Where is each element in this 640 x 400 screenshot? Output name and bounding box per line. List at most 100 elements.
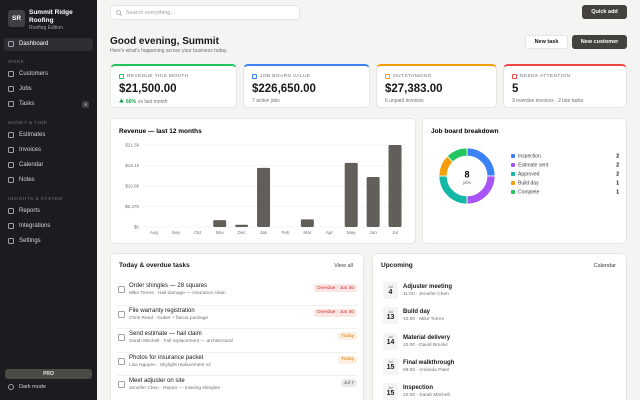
icon [8,208,14,214]
task-detail: Sarah Mitchell · Full replacement — arch… [129,339,233,344]
chart-title: Revenue — last 12 months [119,128,202,135]
icon [8,86,14,92]
event-title: Final walkthrough [403,359,455,366]
bar [257,167,271,227]
nav-label: Reports [19,208,41,214]
checkbox[interactable] [118,286,125,293]
icon [8,162,14,168]
nav-label: Calendar [19,162,44,168]
task-detail: Mike Torres · Hail damage — insurance cl… [129,291,226,296]
nav-item[interactable]: Estimates [4,128,93,143]
legend-swatch [511,172,515,176]
nav-label: Estimates [19,132,46,138]
kpi-note-text: 3 overdue invoices · 2 late tasks [512,98,584,104]
event-title: Inspection [403,385,434,392]
kpi-label: OUTSTANDING [393,74,432,79]
nav-section-title: WORK [8,58,25,64]
kpi-note: 3 overdue invoices · 2 late tasks [512,98,583,104]
date-day: 15 [386,389,395,397]
x-tick-label: Jan [260,230,268,235]
checkbox[interactable] [118,334,125,341]
y-tick-label: $5,375 [125,204,139,209]
checkbox[interactable] [118,357,125,365]
date-month: Jul [387,384,394,390]
checkbox[interactable] [118,310,125,318]
x-tick-label: Oct [194,230,202,235]
due-badge: Jul 7 [340,379,357,387]
icon [116,10,122,16]
kpi-note: 7 active jobs [252,98,280,104]
nav-item[interactable]: Calendar [4,158,93,173]
kpi-note: 6 unpaid invoices [385,98,424,104]
nav-item[interactable]: Jobs [4,82,93,97]
nav-label: Dashboard [19,41,49,47]
main: Search everything... Quick add Good even… [97,0,640,400]
calendar-link[interactable]: Calendar [593,263,616,269]
dark-mode-toggle[interactable]: Dark mode [8,384,46,390]
view-all-link[interactable]: View all [334,263,353,269]
quick-add-button[interactable]: Quick add [582,5,627,19]
kpi-label: NEEDS ATTENTION [520,74,571,79]
icon [8,101,14,107]
kpi-icon [119,74,124,79]
due-badge: Overdue · Jun 30 [313,308,357,317]
icon [8,177,14,183]
due-badge: Overdue · Jun 30 [313,284,357,292]
legend-swatch [511,190,515,194]
legend-value: 2 [616,172,619,178]
task-row[interactable]: Meet adjuster on site Jennifer Chen · Rep… [117,375,357,397]
task-row[interactable]: Order shingles — 28 squares Mike Torres ·… [117,281,357,303]
task-detail: Jennifer Chen · Repair — missing shingle… [129,386,220,391]
y-tick-label: $0 [134,225,140,230]
nav-item[interactable]: Integrations [4,219,93,234]
kpi-label: REVENUE THIS MONTH [127,74,189,79]
card-title: Upcoming [381,262,413,269]
bar [388,145,402,227]
new-task-button[interactable]: New task [525,35,568,49]
y-tick-label: $10.8k [125,184,139,189]
kpi-note-text: vs last month [138,99,168,105]
x-tick-label: Aug [150,230,159,235]
task-title: Order shingles — 28 squares [129,283,208,289]
bar [235,224,249,227]
event-row[interactable]: Jul 15 Inspection 10:00 · Sarah Mitchell [379,383,620,400]
logo: SR [8,10,25,27]
nav-item[interactable]: Settings [4,234,93,249]
x-tick-label: Apr [326,230,334,235]
chart-title: Job board breakdown [431,128,499,135]
legend-value: 2 [616,163,619,169]
event-title: Build day [403,309,431,316]
kpi-icon [512,74,517,79]
nav-item[interactable]: Notes [4,173,93,188]
nav-item[interactable]: Customers [4,67,93,82]
date-box: Jul 15 [383,383,398,400]
kpi-card: OUTSTANDING $27,383.00 6 unpaid invoices [376,64,497,108]
due-badge: Today [338,355,357,364]
nav-item[interactable]: Dashboard [4,37,93,51]
kpi-label: JOB BOARD VALUE [260,74,311,79]
event-row[interactable]: Jul 4 Adjuster meeting 11:00 · Jennifer Che… [379,282,620,304]
search-box[interactable]: Search everything... [110,5,300,20]
nav-item[interactable]: Tasks 6 [4,97,93,112]
nav-label: Integrations [19,223,51,229]
kpi-note-text: 7 active jobs [252,98,280,104]
up-icon [119,98,124,103]
event-detail: 10:00 · David Brooks [403,342,448,348]
task-row[interactable]: File warranty registration Chris Reed · G… [117,304,357,327]
x-tick-label: Mar [303,230,311,235]
event-row[interactable]: Jul 14 Material delivery 10:00 · David Broo… [379,332,620,355]
nav-item[interactable]: Invoices [4,143,93,158]
job-board-chart: Job board breakdown Inspection 2 Estimate s… [431,128,619,205]
event-row[interactable]: Jul 15 Final walkthrough 09:00 · Amanda Pat… [379,357,620,380]
checkbox[interactable] [118,381,125,388]
event-row[interactable]: Jul 13 Build day 10:00 · Mike Torres [379,307,620,329]
task-row[interactable]: Photos for insurance packet Lisa Nguyen ·… [117,351,357,374]
task-title: File warranty registration [129,307,195,314]
new-customer-button[interactable]: New customer [572,35,627,49]
kpi-icon [252,74,257,79]
x-tick-label: Jul [392,230,398,235]
icon [8,132,14,138]
nav-item[interactable]: Reports [4,204,93,219]
task-row[interactable]: Send estimate — hail claim Sarah Mitchell… [117,328,357,350]
x-tick-label: May [347,230,356,235]
